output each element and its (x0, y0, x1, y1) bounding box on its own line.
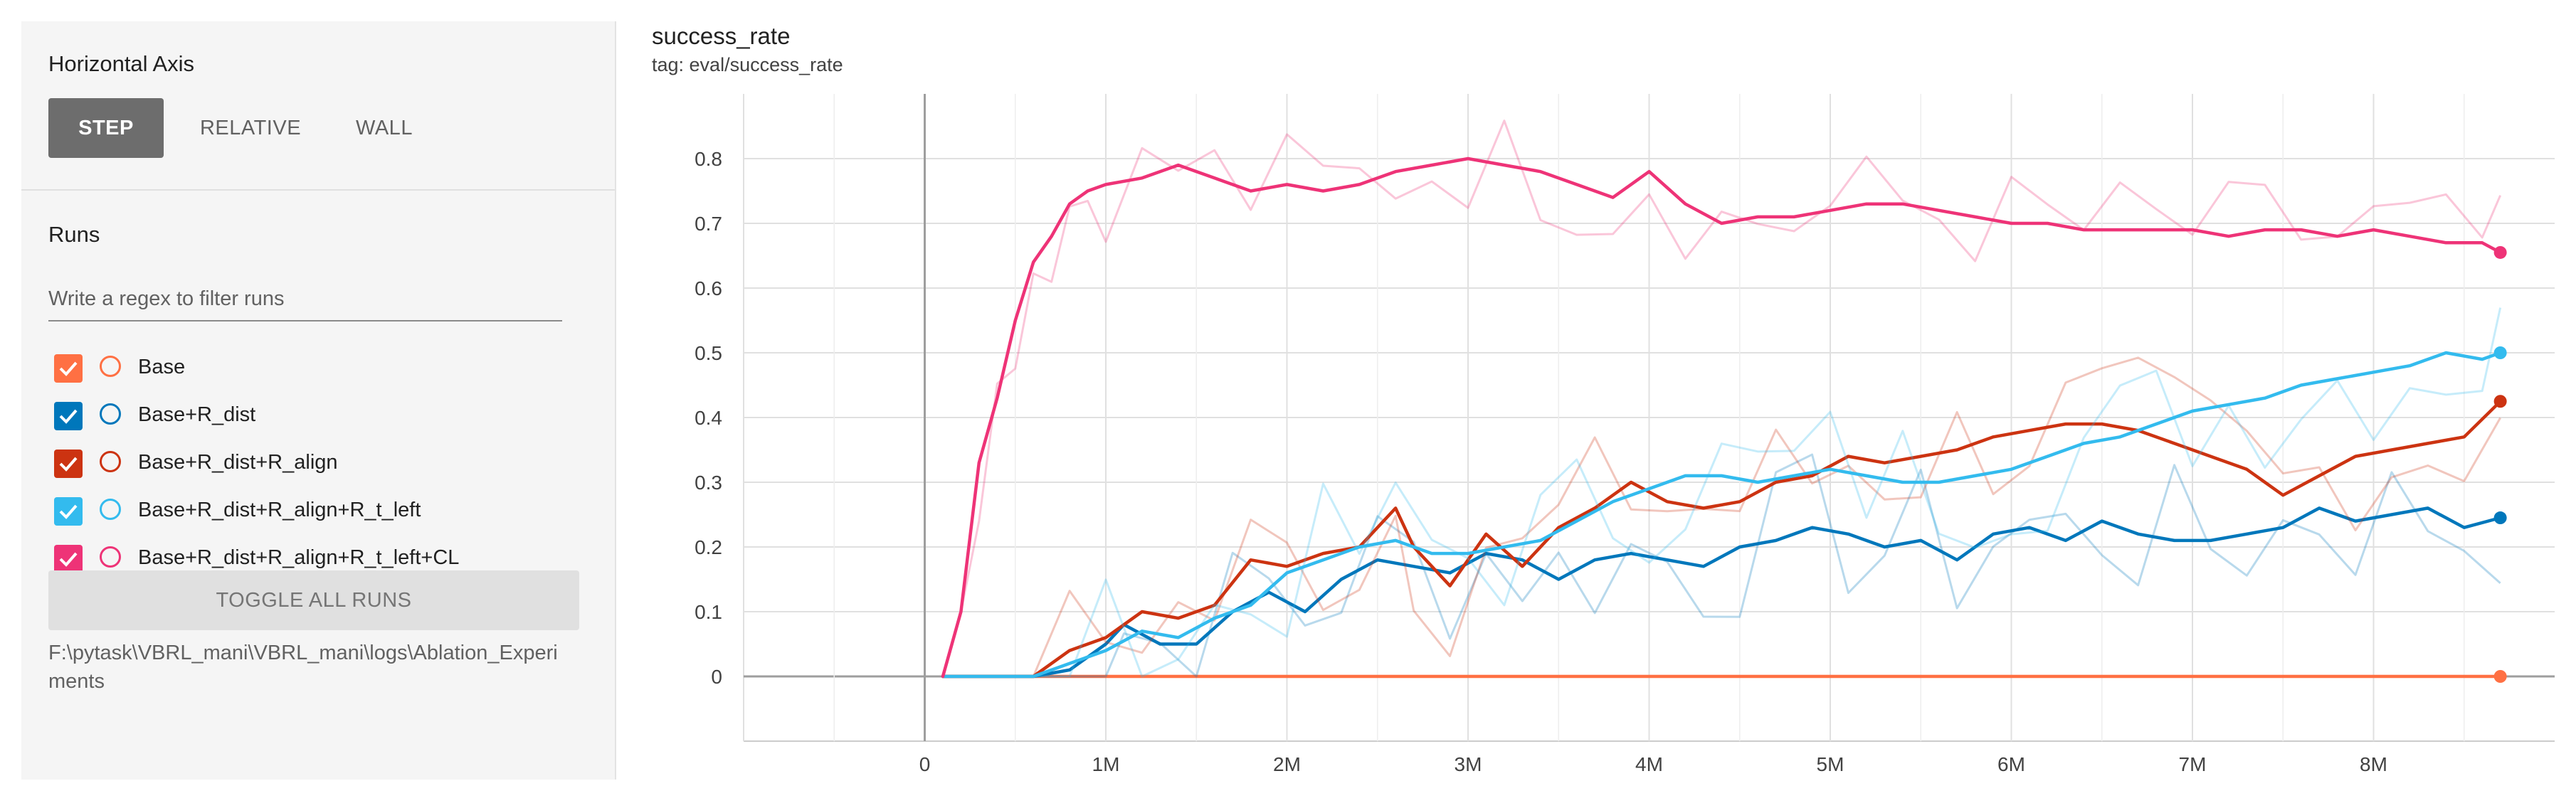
chart-grid (743, 94, 2555, 742)
x-tick-label: 8M (2360, 753, 2387, 775)
log-directory-path: F:\pytask\VBRL_mani\VBRL_mani\logs\Ablat… (48, 642, 558, 693)
run-checkbox-base[interactable] (54, 354, 83, 383)
x-tick-label: 5M (1817, 753, 1844, 775)
checkmark-icon (59, 504, 78, 519)
run-color-circle-icon[interactable] (100, 403, 121, 425)
series-raw-line (942, 453, 2501, 678)
relative-button[interactable]: RELATIVE (199, 117, 302, 139)
toggle-all-runs-button[interactable]: TOGGLE ALL RUNS (48, 570, 579, 630)
run-checkbox-base-r-dist[interactable] (54, 402, 83, 430)
y-tick-label: 0.5 (695, 342, 722, 364)
series-end-point (2493, 245, 2507, 259)
run-label: Base (138, 356, 186, 378)
series-end-point (2493, 346, 2507, 359)
y-tick-label: 0.7 (695, 213, 722, 235)
runs-title: Runs (48, 222, 100, 247)
run-color-circle-icon[interactable] (100, 356, 121, 377)
y-tick-label: 0.3 (695, 472, 722, 494)
run-color-circle-icon[interactable] (100, 451, 121, 472)
run-checkbox-base-r-dist-r-align[interactable] (54, 450, 83, 478)
run-label: Base+R_dist (138, 403, 256, 426)
chart-tag: tag: eval/success_rate (652, 54, 843, 75)
checkmark-icon (59, 361, 78, 376)
x-tick-label: 7M (2179, 753, 2207, 775)
series-line (941, 400, 2502, 679)
x-tick-label: 1M (1092, 753, 1120, 775)
chart-series (941, 119, 2507, 683)
run-row-base-r-dist[interactable]: Base+R_dist (54, 393, 595, 436)
run-checkbox-base-r-dist-r-align-r-t-left-cl[interactable] (54, 545, 83, 573)
run-label: Base+R_dist+R_align (138, 451, 338, 474)
y-tick-label: 0.2 (695, 536, 722, 558)
run-row-base[interactable]: Base (54, 346, 595, 388)
sidebar: Horizontal Axis STEP RELATIVE WALL Runs … (21, 21, 616, 780)
horizontal-axis-title: Horizontal Axis (48, 51, 195, 76)
run-label: Base+R_dist+R_align+R_t_left+CL (138, 546, 460, 569)
checkmark-icon (59, 552, 78, 567)
step-button[interactable]: STEP (48, 98, 164, 158)
x-tick-label: 0 (919, 753, 931, 775)
x-tick-label: 4M (1635, 753, 1663, 775)
y-tick-label: 0 (711, 666, 722, 688)
series-raw-line (942, 307, 2502, 678)
chart-title: success_rate (652, 23, 791, 49)
chart-tick-labels: 0 0.1 0.2 0.3 0.4 0.5 0.6 0.7 0.8 0 1M 2M 3M 4M 5M 6M 7M… (695, 148, 2387, 775)
y-tick-label: 0.6 (695, 277, 722, 299)
run-row-base-r-dist-r-align[interactable]: Base+R_dist+R_align (54, 441, 595, 484)
series-raw-line (942, 356, 2501, 678)
run-checkbox-base-r-dist-r-align-r-t-left[interactable] (54, 497, 83, 526)
run-color-circle-icon[interactable] (100, 499, 121, 520)
wall-button[interactable]: WALL (356, 117, 413, 139)
y-tick-label: 0.8 (695, 148, 722, 170)
checkmark-icon (59, 457, 78, 472)
run-color-circle-icon[interactable] (100, 546, 121, 568)
run-row-base-r-dist-r-align-r-t-left-cl[interactable]: Base+R_dist+R_align+R_t_left+CL (54, 536, 595, 579)
x-tick-label: 6M (1997, 753, 2025, 775)
section-divider (21, 189, 615, 191)
run-label: Base+R_dist+R_align+R_t_left (138, 499, 421, 521)
run-filter-input[interactable] (48, 277, 562, 321)
series-raw-line (941, 119, 2502, 677)
series-end-point (2493, 395, 2507, 408)
x-tick-label: 2M (1273, 753, 1301, 775)
checkmark-icon (59, 409, 78, 424)
series-line (941, 156, 2502, 679)
series-end-point (2493, 670, 2507, 683)
series-line (941, 351, 2502, 679)
series-line (941, 506, 2502, 679)
series-end-point (2493, 511, 2507, 525)
y-tick-label: 0.1 (695, 601, 722, 623)
y-tick-label: 0.4 (695, 407, 722, 429)
x-tick-label: 3M (1455, 753, 1482, 775)
run-row-base-r-dist-r-align-r-t-left[interactable]: Base+R_dist+R_align+R_t_left (54, 489, 595, 531)
